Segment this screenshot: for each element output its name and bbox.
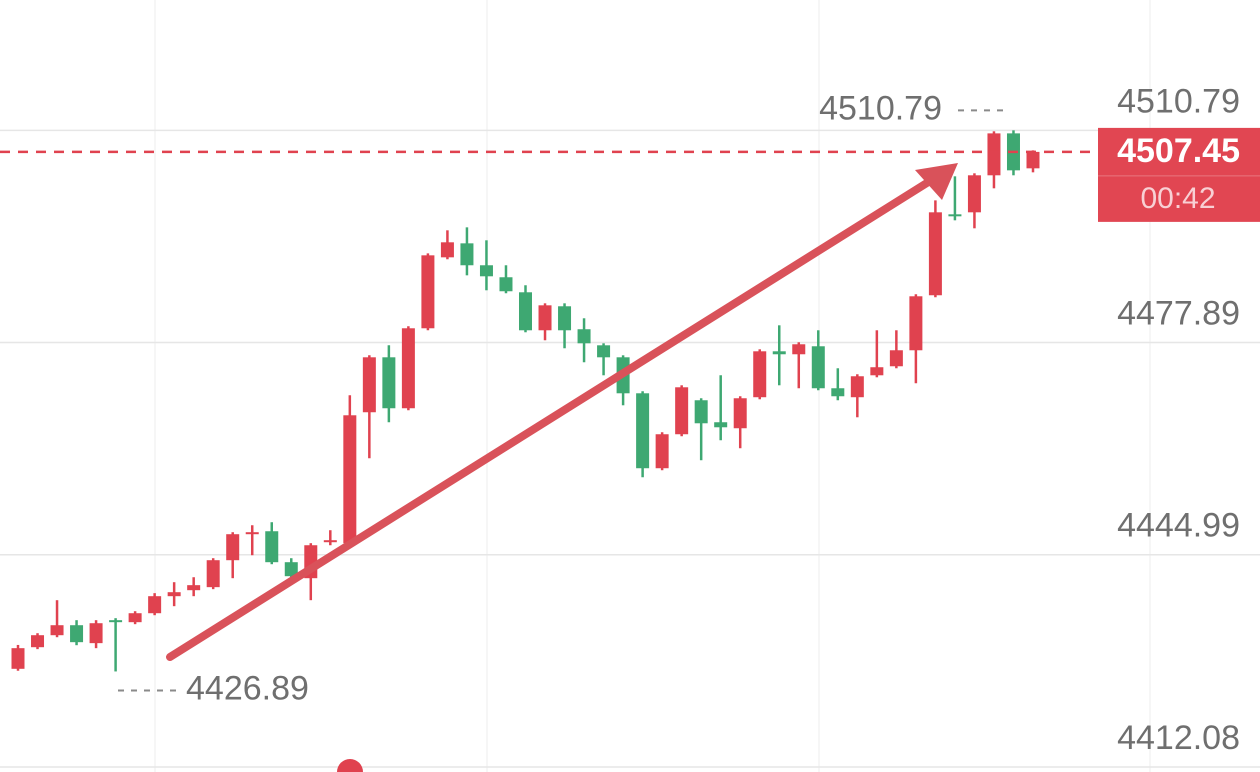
candle-body	[440, 242, 454, 258]
candle-body	[538, 305, 552, 331]
candle-body	[948, 214, 962, 217]
candle-body	[479, 265, 493, 277]
last-price-label: 4507.45	[1117, 132, 1240, 170]
candle-body	[636, 393, 650, 469]
candle-body	[928, 212, 942, 296]
candle-body	[31, 635, 45, 648]
candle-body	[675, 387, 689, 435]
candle-body	[148, 596, 162, 614]
candle-body	[909, 296, 923, 351]
candle-body	[343, 415, 357, 544]
candle-body	[694, 400, 708, 424]
candle-body	[597, 345, 611, 358]
candle-body	[89, 623, 103, 644]
candle-body	[245, 532, 259, 535]
candle-body	[733, 398, 747, 429]
candle-body	[362, 357, 376, 413]
countdown-label: 00:42	[1140, 182, 1215, 215]
candle-body	[109, 620, 123, 623]
candle-body	[577, 329, 591, 344]
candle-body	[421, 255, 435, 329]
candle-body	[792, 344, 806, 355]
candle-body	[519, 292, 532, 331]
marker-dot	[337, 759, 363, 772]
candle-body	[499, 277, 513, 292]
candle-body	[226, 534, 240, 561]
candle-body	[655, 434, 669, 469]
y-tick-label: 4412.08	[1117, 719, 1240, 757]
overlay: 4507.45 00:42 4510.79 4426.89	[0, 89, 1260, 772]
candle-body	[11, 648, 25, 669]
candle-body	[265, 531, 279, 563]
candle-body	[460, 243, 474, 266]
arrow-head	[915, 163, 958, 200]
candle-body	[284, 562, 298, 577]
price-tag	[1098, 127, 1260, 222]
candle-body	[167, 592, 181, 597]
candle-body	[70, 625, 84, 643]
candle-body	[987, 133, 1001, 176]
candle-body	[128, 613, 142, 623]
candle-body	[187, 585, 201, 591]
y-tick-label: 4510.79	[1117, 82, 1240, 120]
candle-body	[323, 540, 337, 543]
y-tick-label: 4477.89	[1117, 295, 1240, 333]
candle-body	[401, 328, 415, 409]
candle-body	[714, 422, 728, 428]
candle-body	[967, 175, 981, 213]
candle-body	[50, 625, 64, 636]
candle-body	[1026, 151, 1040, 169]
candle-body	[811, 346, 825, 389]
candle-body	[850, 376, 864, 398]
candle-body	[772, 351, 786, 355]
candle-body	[753, 351, 767, 398]
max-label: 4510.79	[819, 89, 942, 127]
candle-body	[831, 388, 845, 397]
y-tick-label: 4444.99	[1117, 507, 1240, 545]
min-label: 4426.89	[186, 669, 309, 707]
candle-body	[382, 357, 396, 409]
candle-body	[870, 367, 884, 376]
candle-body	[206, 560, 220, 588]
candle-body	[558, 306, 572, 331]
candle-body	[889, 350, 903, 367]
trend-arrow	[166, 177, 934, 661]
grid: 4412.08 4444.99 4477.89 4510.79	[0, 82, 1260, 768]
